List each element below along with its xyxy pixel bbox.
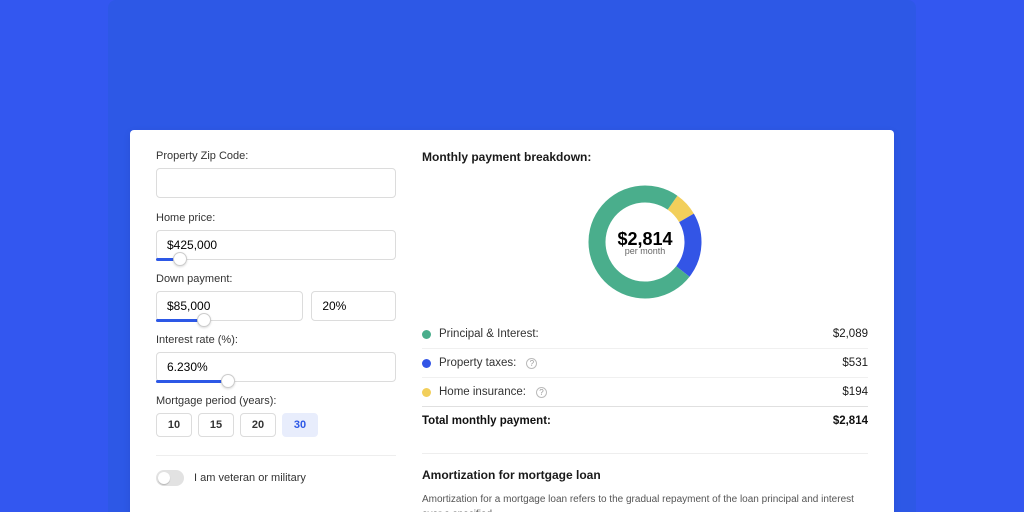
legend-label-0: Principal & Interest: bbox=[439, 328, 539, 340]
down-payment-label: Down payment: bbox=[156, 273, 396, 285]
interest-rate-group: Interest rate (%): bbox=[156, 334, 396, 382]
hero: Barre Mills FHA Loan Calculator Property… bbox=[0, 0, 1024, 512]
legend-value-1: $531 bbox=[842, 357, 868, 369]
mortgage-period-options: 10152030 bbox=[156, 413, 396, 437]
mortgage-period-option-15[interactable]: 15 bbox=[198, 413, 234, 437]
mortgage-period-option-10[interactable]: 10 bbox=[156, 413, 192, 437]
legend-label-2: Home insurance: bbox=[439, 386, 526, 398]
interest-rate-label: Interest rate (%): bbox=[156, 334, 396, 346]
amortization-text: Amortization for a mortgage loan refers … bbox=[422, 492, 868, 512]
home-price-group: Home price: bbox=[156, 212, 396, 260]
home-price-label: Home price: bbox=[156, 212, 396, 224]
veteran-toggle-row: I am veteran or military bbox=[156, 455, 396, 486]
legend-dot-1 bbox=[422, 359, 431, 368]
form-column: Property Zip Code: Home price: Down paym… bbox=[156, 150, 396, 512]
mortgage-period-option-20[interactable]: 20 bbox=[240, 413, 276, 437]
donut-center-sub: per month bbox=[625, 246, 666, 256]
legend-total-label: Total monthly payment: bbox=[422, 415, 551, 427]
home-price-input[interactable] bbox=[156, 230, 396, 260]
legend-label-1: Property taxes: bbox=[439, 357, 516, 369]
down-payment-pct-input[interactable] bbox=[311, 291, 396, 321]
veteran-toggle[interactable] bbox=[156, 470, 184, 486]
legend-row-2: Home insurance:? $194 bbox=[422, 377, 868, 406]
donut-chart: $2,814 per month bbox=[422, 174, 868, 320]
amortization-title: Amortization for mortgage loan bbox=[422, 468, 868, 482]
calculator-card: Property Zip Code: Home price: Down paym… bbox=[130, 130, 894, 512]
legend-row-1: Property taxes:? $531 bbox=[422, 348, 868, 377]
legend-dot-0 bbox=[422, 330, 431, 339]
legend-total-value: $2,814 bbox=[833, 415, 868, 427]
interest-rate-input[interactable] bbox=[156, 352, 396, 382]
legend-row-0: Principal & Interest: $2,089 bbox=[422, 320, 868, 348]
mortgage-period-group: Mortgage period (years): 10152030 bbox=[156, 395, 396, 437]
info-icon[interactable]: ? bbox=[526, 358, 537, 369]
legend-value-2: $194 bbox=[842, 386, 868, 398]
legend-total-row: Total monthly payment: $2,814 bbox=[422, 406, 868, 435]
mortgage-period-label: Mortgage period (years): bbox=[156, 395, 396, 407]
zip-input[interactable] bbox=[156, 168, 396, 198]
zip-label: Property Zip Code: bbox=[156, 150, 396, 162]
breakdown-title: Monthly payment breakdown: bbox=[422, 150, 868, 164]
zip-group: Property Zip Code: bbox=[156, 150, 396, 198]
down-payment-input[interactable] bbox=[156, 291, 303, 321]
info-icon[interactable]: ? bbox=[536, 387, 547, 398]
legend-dot-2 bbox=[422, 388, 431, 397]
veteran-toggle-knob bbox=[158, 472, 170, 484]
legend-value-0: $2,089 bbox=[833, 328, 868, 340]
down-payment-slider-thumb[interactable] bbox=[197, 313, 211, 327]
amortization-section: Amortization for mortgage loan Amortizat… bbox=[422, 453, 868, 512]
down-payment-group: Down payment: bbox=[156, 273, 396, 321]
home-price-slider-thumb[interactable] bbox=[173, 252, 187, 266]
breakdown-column: Monthly payment breakdown: $2,814 per mo… bbox=[422, 150, 868, 512]
legend-list: Principal & Interest: $2,089 Property taxe… bbox=[422, 320, 868, 406]
interest-rate-slider-thumb[interactable] bbox=[221, 374, 235, 388]
veteran-toggle-label: I am veteran or military bbox=[194, 472, 306, 484]
mortgage-period-option-30[interactable]: 30 bbox=[282, 413, 318, 437]
